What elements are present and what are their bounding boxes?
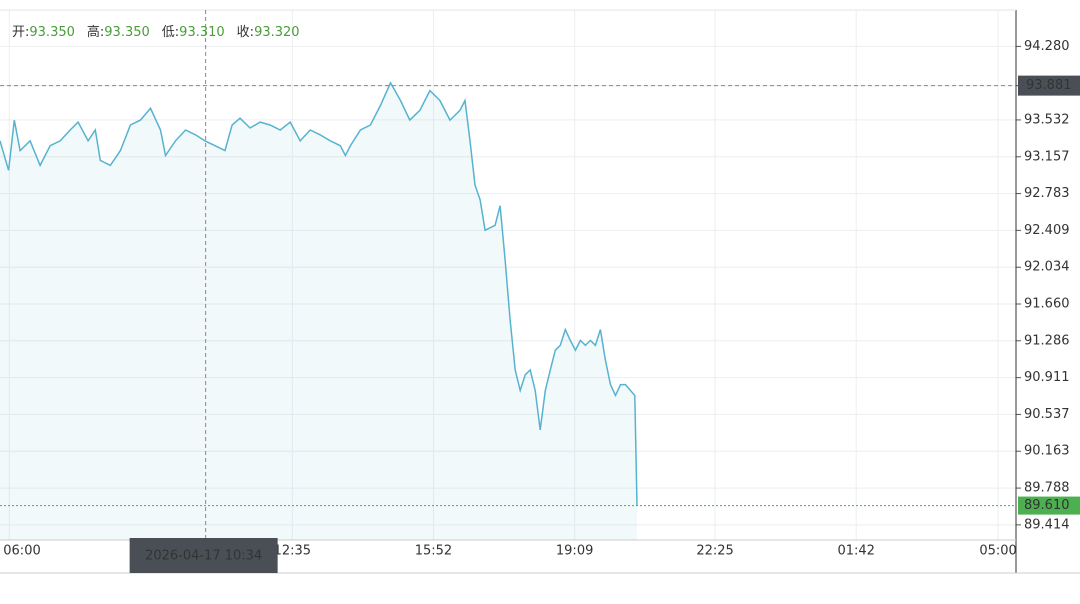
last-price-label: 89.610 — [1024, 498, 1070, 513]
y-tick-label: 92.409 — [1024, 223, 1070, 238]
header-value: 93.320 — [254, 25, 300, 40]
crosshair-x-label: 2026-04-17 10:34 — [145, 549, 262, 564]
x-tick-label: 06:00 — [3, 544, 40, 559]
x-tick-label: 22:25 — [696, 544, 733, 559]
crosshair-y-label: 93.881 — [1026, 78, 1072, 93]
header-name: 收: — [237, 25, 254, 40]
y-tick-label: 90.163 — [1024, 444, 1070, 459]
x-tick-label: 19:09 — [556, 544, 593, 559]
y-tick-label: 94.280 — [1024, 39, 1070, 54]
y-tick-label: 90.537 — [1024, 407, 1070, 422]
y-tick-label: 90.911 — [1024, 370, 1070, 385]
header-value: 93.350 — [104, 25, 150, 40]
area — [0, 82, 637, 541]
x-tick-label: 12:35 — [274, 544, 311, 559]
y-tick-label: 93.532 — [1024, 112, 1070, 127]
header: 开:93.350 高:93.350 低:93.310 收:93.320 — [12, 24, 300, 40]
header-name: 高: — [87, 24, 104, 40]
header-name: 低: — [162, 25, 179, 40]
y-tick-label: 91.286 — [1024, 333, 1070, 348]
x-tick-label: 15:52 — [415, 544, 452, 559]
last-price-box — [1018, 496, 1080, 515]
y-tick-label: 89.414 — [1024, 517, 1070, 532]
y-tick-label: 92.034 — [1024, 260, 1070, 275]
price-line — [0, 81, 638, 506]
crosshair-y-box — [1018, 75, 1080, 96]
x-tick-label: 01:42 — [837, 544, 874, 559]
x-tick-label: 05:00 — [979, 544, 1016, 559]
crosshair-x-box — [129, 538, 278, 573]
y-tick-label: 93.157 — [1024, 149, 1070, 164]
header-name: 开: — [12, 25, 29, 40]
header-value: 93.310 — [179, 25, 225, 40]
y-tick-label: 92.783 — [1024, 186, 1070, 201]
header-value: 93.350 — [29, 25, 75, 40]
y-tick-label: 91.660 — [1024, 297, 1070, 312]
y-tick-label: 89.788 — [1024, 481, 1070, 496]
